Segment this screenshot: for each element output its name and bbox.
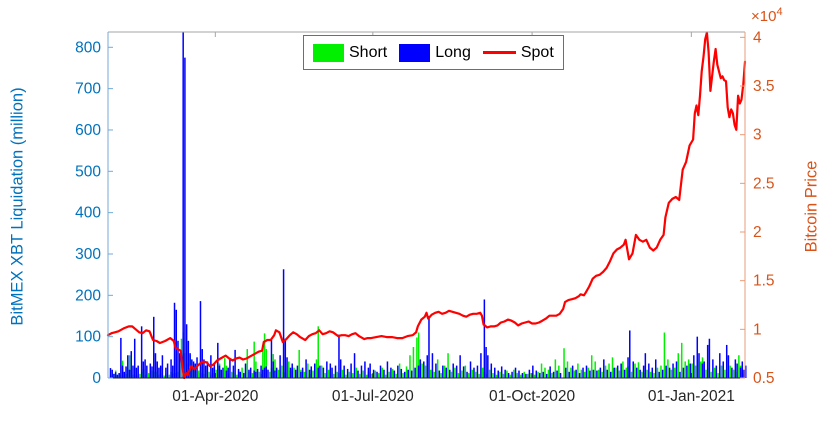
multiplier-base: ×10 <box>751 8 777 25</box>
y-left-ticks: 0 100 200 300 400 500 600 700 800 <box>75 39 113 387</box>
y-left-tick-label: 300 <box>75 246 101 263</box>
long-swatch-icon <box>399 43 431 62</box>
y-left-tick-label: 200 <box>75 287 101 304</box>
legend-label-spot: Spot <box>520 43 554 61</box>
short-swatch-icon <box>313 43 344 62</box>
spot-line <box>106 31 747 380</box>
x-tick-label: 01-Jul-2020 <box>332 388 414 405</box>
y-right-tick-label: 3 <box>753 127 762 144</box>
legend-label-short: Short <box>349 43 388 61</box>
y-right-tick-label: 0.5 <box>753 370 775 387</box>
x-tick-label: 01-Jan-2021 <box>648 388 735 405</box>
y-left-axis-title: BitMEX XBT Liquidation (million) <box>8 87 27 326</box>
legend-item-long: Long <box>399 43 471 62</box>
y-right-tick-label: 2.5 <box>753 175 775 192</box>
y-right-tick-label: 4 <box>753 29 762 46</box>
axes-box <box>107 31 746 379</box>
legend-label-long: Long <box>435 43 471 61</box>
x-axis-ticks: 01-Apr-2020 01-Jul-2020 01-Oct-2020 01-Jan-… <box>172 32 735 405</box>
multiplier-exponent: 4 <box>776 6 783 18</box>
x-tick-label: 01-Oct-2020 <box>489 388 576 405</box>
legend-item-spot: Spot <box>482 43 554 62</box>
x-tick-label: 01-Apr-2020 <box>172 388 259 405</box>
y-right-tick-label: 3.5 <box>753 78 775 95</box>
y-left-tick-label: 100 <box>75 329 101 346</box>
y-right-ticks: 0.5 1 1.5 2 2.5 3 3.5 4 <box>740 29 775 387</box>
y-right-tick-label: 2 <box>753 224 762 241</box>
legend: Short Long Spot <box>303 35 564 70</box>
bars-long-series <box>109 32 747 378</box>
y-right-tick-label: 1.5 <box>753 273 775 290</box>
legend-item-short: Short <box>313 43 388 62</box>
y-left-tick-label: 500 <box>75 163 101 180</box>
y-left-tick-label: 800 <box>75 39 101 56</box>
right-axis-multiplier: ×104 <box>751 6 783 25</box>
y-left-tick-label: 0 <box>92 370 101 387</box>
y-right-axis-title: Bitcoin Price <box>802 160 821 253</box>
y-right-tick-label: 1 <box>753 321 762 338</box>
y-left-tick-label: 400 <box>75 205 101 222</box>
y-left-tick-label: 700 <box>75 81 101 98</box>
spot-line-sample-icon <box>482 51 516 54</box>
y-left-tick-label: 600 <box>75 122 101 139</box>
